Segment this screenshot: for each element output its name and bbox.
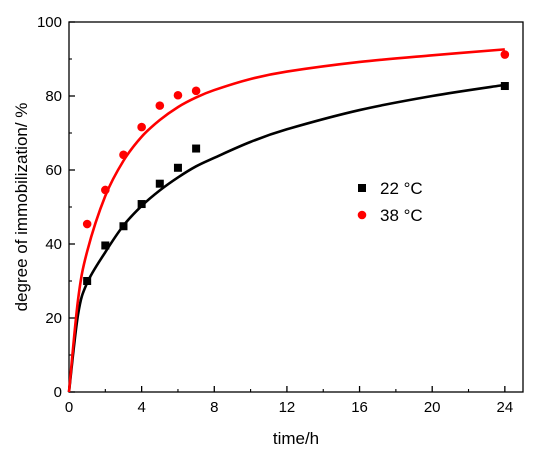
legend-label-series-1: 22 °C bbox=[380, 179, 423, 198]
y-tick-label: 100 bbox=[37, 14, 62, 31]
fit-curve-series-2 bbox=[67, 48, 505, 393]
y-tick-label: 80 bbox=[45, 88, 62, 105]
y-tick-label: 20 bbox=[45, 310, 62, 327]
x-tick-label: 20 bbox=[424, 399, 441, 416]
fit-curves bbox=[67, 48, 506, 393]
x-tick-label: 16 bbox=[351, 399, 368, 416]
plot-border bbox=[68, 21, 524, 393]
fit-curve-series-1 bbox=[67, 83, 506, 393]
x-axis-title: time/h bbox=[273, 429, 319, 448]
data-point-series-2 bbox=[500, 50, 510, 59]
x-axis: 0 4 8 12 16 20 24 bbox=[65, 386, 513, 416]
data-point-series-2 bbox=[119, 150, 128, 160]
data-point-series-1 bbox=[119, 222, 128, 231]
x-tick-label: 8 bbox=[210, 399, 218, 416]
plot-frame bbox=[68, 21, 524, 393]
data-point-series-2 bbox=[155, 101, 165, 110]
data-point-series-1 bbox=[137, 200, 146, 209]
data-point-series-1 bbox=[155, 179, 164, 188]
data-point-series-1 bbox=[83, 277, 92, 285]
x-tick-label: 4 bbox=[137, 399, 145, 416]
data-point-series-1 bbox=[500, 82, 509, 91]
data-point-series-2 bbox=[101, 185, 110, 195]
y-tick-label: 0 bbox=[54, 384, 62, 401]
x-tick-label: 0 bbox=[65, 399, 73, 416]
data-point-series-1 bbox=[173, 163, 182, 172]
legend: 22 °C 38 °C bbox=[357, 179, 423, 225]
data-point-series-2 bbox=[137, 122, 146, 132]
x-tick-label: 12 bbox=[279, 399, 296, 416]
data-point-series-1 bbox=[101, 241, 110, 250]
data-point-series-2 bbox=[82, 219, 92, 229]
data-point-series-2 bbox=[173, 90, 183, 100]
y-axis-title: degree of immobilization/ % bbox=[12, 103, 31, 312]
y-tick-label: 40 bbox=[45, 236, 62, 253]
y-axis: 0 20 40 60 80 100 bbox=[37, 14, 75, 401]
data-markers bbox=[82, 50, 510, 285]
legend-marker-series-2 bbox=[357, 210, 367, 220]
legend-marker-series-1 bbox=[358, 184, 366, 192]
data-point-series-2 bbox=[191, 86, 201, 96]
x-tick-label: 24 bbox=[496, 399, 513, 416]
legend-label-series-2: 38 °C bbox=[380, 206, 423, 225]
y-tick-label: 60 bbox=[45, 162, 62, 179]
data-point-series-1 bbox=[192, 144, 201, 153]
